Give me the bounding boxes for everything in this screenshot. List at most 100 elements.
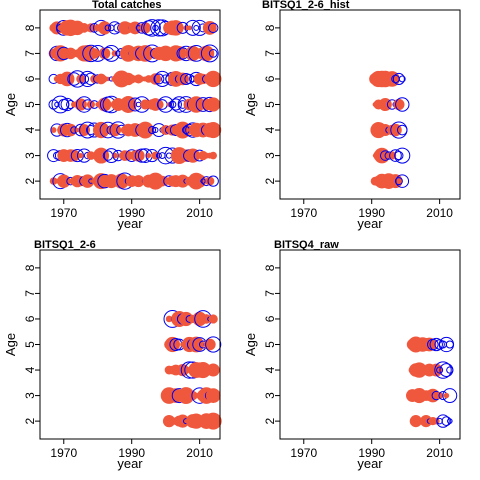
x-axis-label: year bbox=[117, 216, 143, 231]
y-tick-label: 6 bbox=[23, 315, 37, 322]
bubble-positive-2014-age-6 bbox=[208, 314, 218, 324]
bubble-negative-1999-age-3 bbox=[394, 147, 411, 164]
bubble-positive-2014-age-5 bbox=[206, 97, 221, 112]
bubble-negative-1997-age-8 bbox=[152, 24, 159, 32]
x-tick-label: 2010 bbox=[426, 206, 453, 220]
bubble-positive-1978-age-3 bbox=[86, 151, 96, 160]
bubble-negative-1984-age-7 bbox=[102, 44, 120, 62]
bubble-negative-1967-age-5 bbox=[48, 99, 59, 110]
bubble-layer bbox=[160, 310, 222, 430]
bubble-positive-2001-age-2 bbox=[162, 414, 176, 428]
bubble-positive-1978-age-5 bbox=[86, 100, 95, 109]
bubble-positive-1972-age-7 bbox=[64, 47, 77, 60]
y-tick-label: 7 bbox=[23, 50, 37, 57]
y-tick-label: 5 bbox=[23, 341, 37, 348]
bubble-positive-2010-age-3 bbox=[436, 392, 444, 400]
bubble-positive-2013-age-5 bbox=[203, 338, 216, 351]
bubble-positive-1982-age-8 bbox=[97, 21, 112, 35]
bubble-positive-1972-age-6 bbox=[66, 75, 75, 83]
bubble-positive-2006-age-3 bbox=[177, 387, 195, 404]
bubble-negative-2006-age-6 bbox=[180, 72, 193, 85]
bubble-negative-2008-age-8 bbox=[184, 19, 201, 36]
y-tick-label: 7 bbox=[263, 50, 277, 57]
y-tick-label: 2 bbox=[23, 177, 37, 184]
bubble-negative-1998-age-2 bbox=[394, 177, 403, 186]
bubble-positive-2002-age-5 bbox=[164, 336, 181, 353]
bubble-negative-1992-age-5 bbox=[135, 101, 142, 108]
y-tick-label: 4 bbox=[263, 126, 277, 133]
bubble-layer bbox=[369, 70, 411, 189]
bubble-negative-2013-age-2 bbox=[447, 418, 453, 424]
bubble-negative-2003-age-5 bbox=[169, 98, 182, 111]
x-axis-label: year bbox=[117, 456, 143, 471]
bubble-negative-2010-age-5 bbox=[434, 339, 445, 350]
x-tick-label: 2010 bbox=[186, 446, 213, 460]
y-axis-label: Age bbox=[3, 93, 18, 116]
y-tick-label: 8 bbox=[23, 264, 37, 271]
y-tick-label: 7 bbox=[263, 290, 277, 297]
bubble-positive-1992-age-2 bbox=[132, 175, 145, 188]
bubble-positive-2014-age-6 bbox=[204, 70, 222, 88]
x-axis-label: year bbox=[357, 456, 383, 471]
bubble-negative-1999-age-3 bbox=[158, 152, 166, 159]
y-tick-label: 4 bbox=[263, 366, 277, 373]
bubble-positive-2004-age-8 bbox=[174, 23, 184, 33]
bubble-positive-1967-age-4 bbox=[50, 127, 57, 133]
bubble-positive-2008-age-3 bbox=[185, 148, 200, 163]
bubble-negative-1996-age-4 bbox=[148, 126, 157, 135]
bubble-negative-2011-age-4 bbox=[434, 361, 452, 379]
bubble-negative-2014-age-2 bbox=[207, 175, 219, 187]
y-tick-label: 7 bbox=[23, 290, 37, 297]
bubble-negative-1998-age-3 bbox=[155, 152, 162, 159]
bubble-positive-1998-age-5 bbox=[393, 98, 405, 111]
bubble-positive-2005-age-2 bbox=[176, 174, 190, 188]
bubble-negative-2009-age-8 bbox=[193, 24, 200, 31]
y-tick-label: 3 bbox=[263, 392, 277, 399]
bubble-negative-2013-age-3 bbox=[442, 388, 458, 403]
x-tick-label: 1990 bbox=[358, 446, 385, 460]
bubble-positive-1982-age-7 bbox=[98, 47, 111, 60]
bubble-positive-2007-age-8 bbox=[187, 25, 192, 31]
y-axis-label: Age bbox=[3, 333, 18, 356]
panel-title: BITSQ1_2-6_hist bbox=[262, 0, 350, 11]
y-tick-label: 2 bbox=[263, 417, 277, 424]
y-tick-label: 6 bbox=[23, 75, 37, 82]
bubble-negative-2000-age-5 bbox=[157, 96, 174, 113]
bubble-positive-1995-age-3 bbox=[146, 153, 152, 159]
x-tick-label: 1970 bbox=[50, 206, 77, 220]
bubble-positive-1969-age-7 bbox=[52, 45, 69, 62]
bubble-negative-1998-age-6 bbox=[153, 73, 165, 85]
y-axis-label: Age bbox=[243, 333, 258, 356]
y-tick-label: 3 bbox=[23, 152, 37, 159]
x-tick-label: 2010 bbox=[186, 206, 213, 220]
bubble-negative-1968-age-5 bbox=[54, 101, 60, 108]
bubble-positive-1993-age-3 bbox=[374, 147, 390, 164]
x-tick-label: 1970 bbox=[290, 446, 317, 460]
y-tick-label: 6 bbox=[263, 75, 277, 82]
bubble-negative-1998-age-6 bbox=[392, 72, 405, 85]
bubble-positive-2013-age-8 bbox=[202, 20, 217, 35]
bubble-positive-1975-age-6 bbox=[76, 74, 86, 84]
chart-panel-1: 1970 1990 2010 2 3 4 5 6 7 8 Total catches year Age bbox=[3, 0, 222, 231]
bubble-negative-1999-age-5 bbox=[395, 97, 410, 112]
bubble-negative-1999-age-6 bbox=[398, 75, 406, 83]
y-tick-label: 6 bbox=[263, 315, 277, 322]
y-tick-label: 8 bbox=[263, 264, 277, 271]
x-tick-label: 2010 bbox=[426, 446, 453, 460]
bubble-negative-2013-age-7 bbox=[200, 44, 219, 63]
bubble-positive-2007-age-5 bbox=[422, 337, 437, 352]
bubble-negative-2011-age-2 bbox=[436, 414, 450, 428]
y-tick-label: 8 bbox=[23, 24, 37, 31]
y-tick-label: 5 bbox=[263, 341, 277, 348]
bubble-positive-1982-age-4 bbox=[101, 126, 109, 134]
bubble-positive-2014-age-4 bbox=[205, 121, 222, 139]
panel-title: BITSQ1_2-6 bbox=[34, 239, 96, 251]
bubble-positive-1978-age-8 bbox=[86, 23, 96, 33]
x-tick-label: 1970 bbox=[50, 446, 77, 460]
y-tick-label: 3 bbox=[263, 152, 277, 159]
bubble-negative-1999-age-2 bbox=[395, 174, 410, 188]
panel-title: BITSQ4_raw bbox=[274, 239, 339, 251]
